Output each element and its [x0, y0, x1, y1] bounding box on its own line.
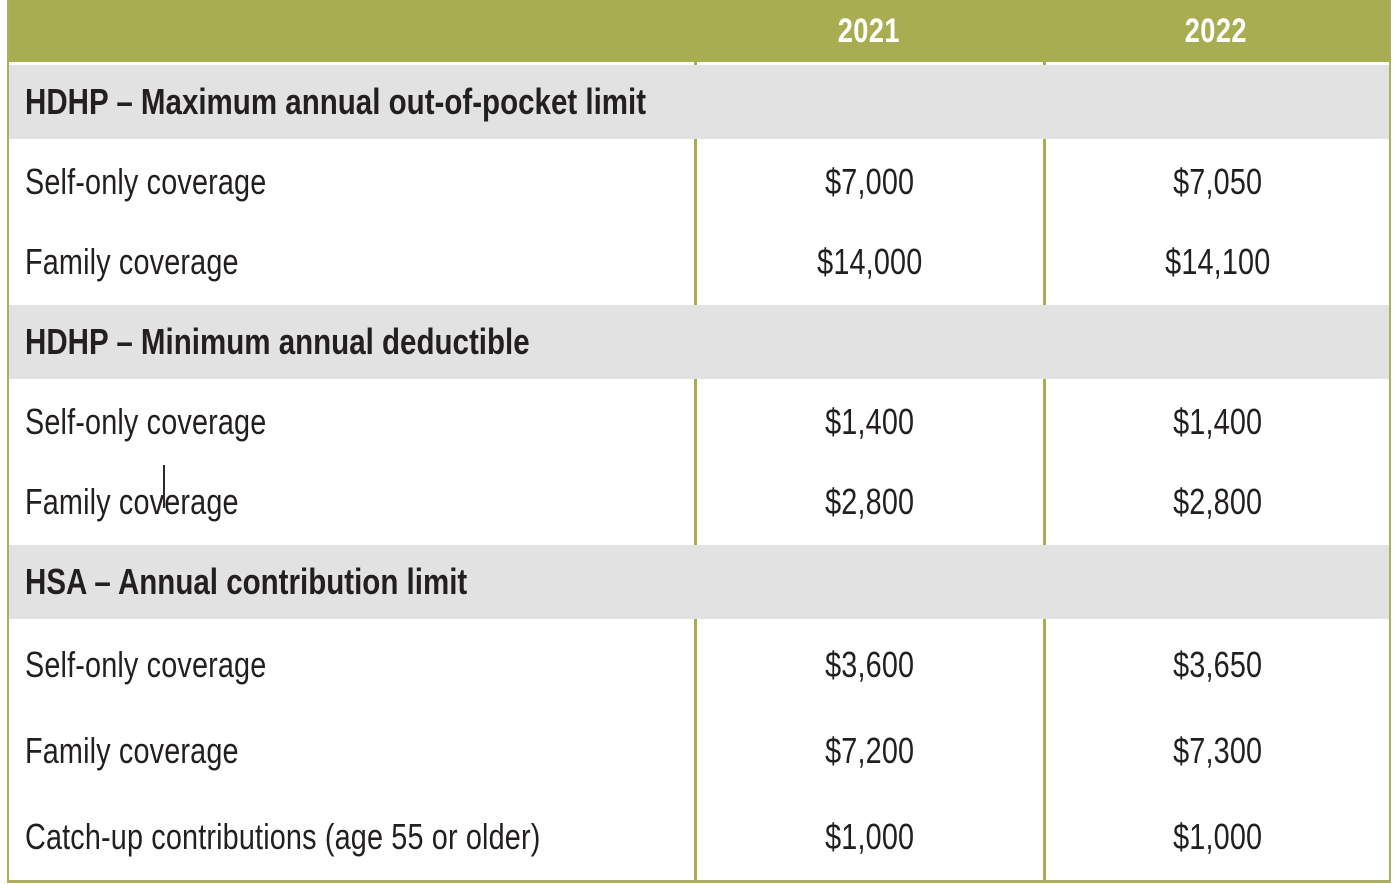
row-label: Self-only coverage [25, 401, 267, 442]
table-row-catchup-hsa: Catch-up contributions (age 55 or older)… [9, 794, 1389, 880]
table-row-selfonly-deductible: Self-only coverage $1,400 $1,400 [9, 382, 1389, 462]
year-2021-label: 2021 [837, 11, 900, 50]
value-2022: $7,300 [1172, 730, 1263, 771]
row-label: Catch-up contributions (age 55 or older) [25, 816, 541, 857]
value-2022: $3,650 [1172, 644, 1263, 685]
table-row-family-hsa: Family coverage $7,200 $7,300 [9, 708, 1389, 794]
value-2021: $7,200 [825, 730, 915, 771]
value-2021: $1,000 [825, 816, 915, 857]
spacer-row [9, 379, 1389, 382]
row-label: Self-only coverage [25, 161, 267, 202]
row-label: Family coverage [25, 730, 239, 771]
row-label-with-cursor: Family coverage [25, 481, 239, 522]
value-2022: $1,000 [1172, 816, 1263, 857]
header-empty-cell [9, 0, 694, 62]
value-2021: $1,400 [825, 401, 915, 442]
year-2022-label: 2022 [1184, 11, 1248, 50]
spacer-row [9, 619, 1389, 622]
row-label: Family coverage [25, 241, 239, 282]
value-2022: $1,400 [1172, 401, 1263, 442]
value-2021: $14,000 [817, 241, 923, 282]
value-2021: $3,600 [825, 644, 915, 685]
table-header-row: 2021 2022 [9, 0, 1389, 62]
spacer-row [9, 139, 1389, 142]
spacer-row [9, 542, 1389, 545]
value-2022: $14,100 [1164, 241, 1271, 282]
section-title: HDHP – Maximum annual out-of-pocket limi… [25, 81, 647, 122]
section-header-hsa-contribution: HSA – Annual contribution limit [9, 545, 1389, 619]
value-2021: $2,800 [825, 481, 915, 522]
section-header-hdhp-max-oop: HDHP – Maximum annual out-of-pocket limi… [9, 65, 1389, 139]
table-row-selfonly-hsa: Self-only coverage $3,600 $3,650 [9, 622, 1389, 708]
value-2022: $2,800 [1172, 481, 1263, 522]
row-label: Self-only coverage [25, 644, 267, 685]
section-title: HSA – Annual contribution limit [25, 561, 468, 602]
spacer-row [9, 302, 1389, 305]
section-title: HDHP – Minimum annual deductible [25, 321, 530, 362]
value-2021: $7,000 [825, 161, 915, 202]
table-row-family-deductible: Family coverage $2,800 $2,800 [9, 462, 1389, 542]
column-header-2021: 2021 [694, 0, 1043, 62]
section-header-hdhp-min-deductible: HDHP – Minimum annual deductible [9, 305, 1389, 379]
table-row-selfonly-oop: Self-only coverage $7,000 $7,050 [9, 142, 1389, 222]
text-cursor [163, 465, 165, 508]
hdhp-hsa-limits-table: 2021 2022 HDHP – Maximum annual out-of-p… [7, 0, 1391, 883]
table-row-family-oop: Family coverage $14,000 $14,100 [9, 222, 1389, 302]
spacer-row [9, 62, 1389, 65]
value-2022: $7,050 [1172, 161, 1263, 202]
column-header-2022: 2022 [1043, 0, 1389, 62]
